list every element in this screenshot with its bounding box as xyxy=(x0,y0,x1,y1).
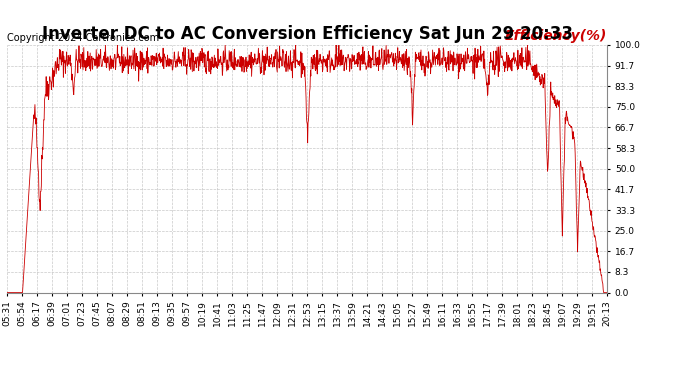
Text: Copyright 2024 Cartronics.com: Copyright 2024 Cartronics.com xyxy=(7,33,159,42)
Title: Inverter DC to AC Conversion Efficiency Sat Jun 29 20:33: Inverter DC to AC Conversion Efficiency … xyxy=(41,26,573,44)
Text: Efficiency(%): Efficiency(%) xyxy=(505,28,607,42)
